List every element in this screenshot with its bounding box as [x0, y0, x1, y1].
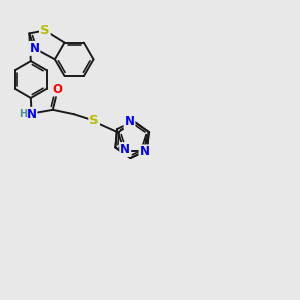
Text: N: N: [26, 108, 36, 121]
Text: S: S: [40, 24, 50, 37]
Text: N: N: [124, 116, 134, 128]
Text: N: N: [120, 143, 130, 156]
Text: S: S: [89, 114, 99, 127]
Text: H: H: [19, 109, 28, 119]
Text: O: O: [52, 82, 62, 95]
Text: N: N: [29, 42, 39, 55]
Text: N: N: [140, 146, 149, 158]
